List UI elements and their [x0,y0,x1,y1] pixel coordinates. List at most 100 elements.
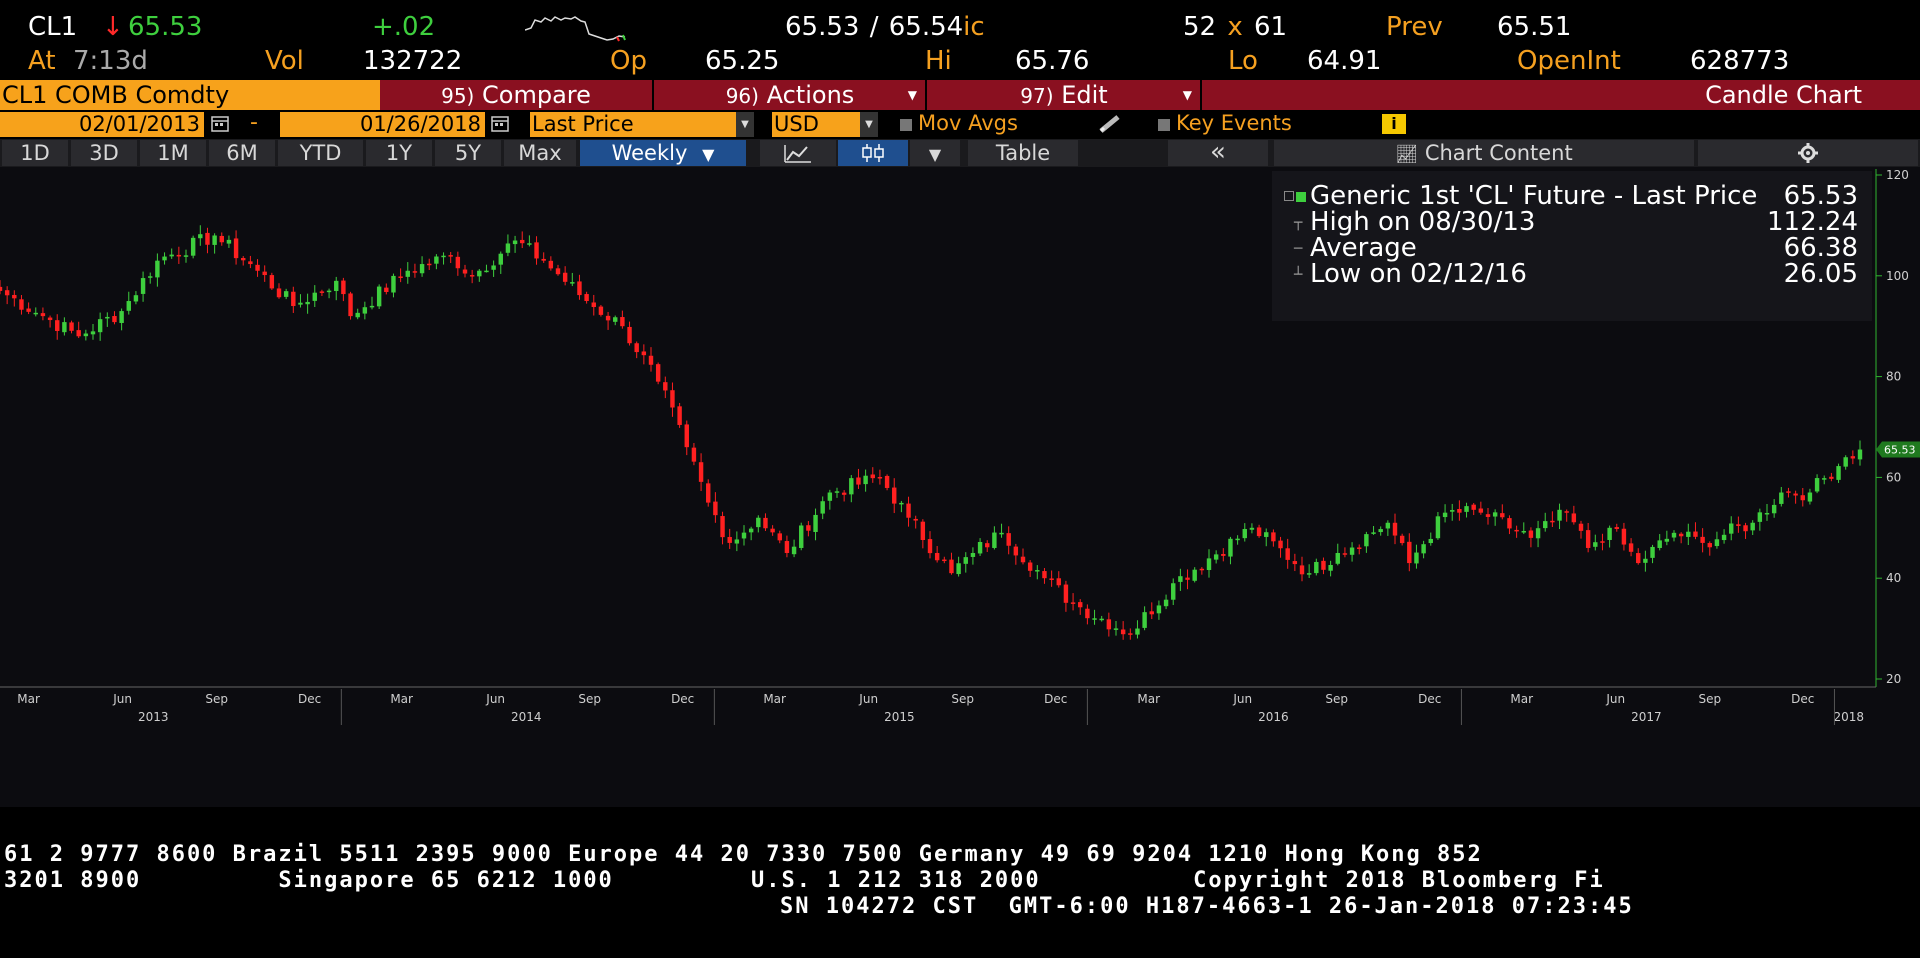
candle-body [1364,534,1369,547]
candle-body [226,239,232,244]
gear-icon[interactable] [1698,140,1918,166]
start-date-input[interactable]: 02/01/2013 [0,112,204,137]
bid-ask-separator: / [869,12,879,42]
candle-body [1721,534,1727,541]
sparkline-icon [525,16,626,42]
open-value: 65.25 [705,46,780,76]
table-button[interactable]: Table [968,140,1078,166]
period-max[interactable]: Max [504,140,576,166]
currency-select[interactable]: USD [772,112,860,137]
mov-avgs-checkbox[interactable] [900,119,912,131]
candle-body [1235,538,1240,541]
candle-body [877,477,883,479]
candle-body [1471,504,1476,510]
actions-button[interactable]: 96) Actions ▼ [655,80,925,110]
candle-body [477,270,482,277]
x-month-label: Jun [858,692,878,706]
pencil-icon[interactable] [1098,114,1122,138]
candle-body [283,291,289,297]
legend-average-label: Average [1310,233,1417,263]
candle-body [1149,611,1154,615]
candle-body [355,312,360,318]
y-tick-label: 40 [1886,571,1901,585]
footer-line-1: 61 2 9777 8600 Brazil 5511 2395 9000 Eur… [4,842,1483,867]
footer-line-2: 3201 8900 Singapore 65 6212 1000 U.S. 1 … [4,868,1605,893]
candle-body [441,255,446,258]
candle-chart-icon[interactable] [838,140,908,166]
x-year-label: 2017 [1631,710,1662,724]
price-field-select[interactable]: Last Price [530,112,738,137]
candle-body [469,275,475,277]
security-field[interactable]: CL1 COMB Comdty [0,80,380,110]
period-ytd[interactable]: YTD [278,140,363,166]
calendar-icon[interactable] [210,113,232,135]
x-month-label: Sep [205,692,228,706]
candle-body [655,364,661,382]
candle-body [1035,570,1040,572]
at-time: 7:13d [73,46,148,76]
period-1y[interactable]: 1Y [366,140,432,166]
chevron-down-icon[interactable]: ▼ [736,112,754,137]
candle-body [83,333,89,337]
candle-body [348,293,353,317]
candle-body [1743,525,1748,532]
size-separator: x [1227,12,1243,42]
down-arrow-icon: ↓ [102,12,124,42]
key-events-label: Key Events [1176,111,1292,135]
candle-body [1199,568,1205,571]
period-1d[interactable]: 1D [2,140,68,166]
candle-body [298,302,303,305]
candle-body [4,290,10,296]
candle-body [55,320,60,331]
candle-body [1857,449,1863,460]
chart-content-label: Chart Content [1424,141,1573,165]
candle-body [1492,512,1498,517]
legend-collapse-icon[interactable] [1284,191,1294,201]
candle-body [1078,602,1083,608]
info-icon[interactable]: i [1382,114,1406,134]
chevron-down-icon[interactable]: ▼ [860,112,878,137]
mov-avgs-label: Mov Avgs [918,111,1018,135]
period-5y[interactable]: 5Y [435,140,501,166]
candle-body [140,278,146,294]
y-tick-label: 120 [1886,168,1909,182]
chevron-down-icon[interactable]: ▼ [910,140,960,166]
key-events-checkbox[interactable] [1158,119,1170,131]
end-date-input[interactable]: 01/26/2018 [280,112,485,137]
candle-body [398,276,403,278]
candle-body [126,301,131,311]
candle-body [1092,618,1097,620]
chart-area[interactable]: 20 40 60 80 100 120 Mar Jun Sep Dec Mar Jun Sep Dec Ma… [0,167,1920,807]
candle-body [0,286,3,291]
calendar-icon[interactable] [490,113,512,135]
candle-body [1435,516,1441,539]
candle-body [1421,544,1426,554]
high-value: 65.76 [1015,46,1090,76]
period-6m[interactable]: 6M [209,140,275,166]
candle-body [527,243,532,245]
compare-button[interactable]: 95) Compare [380,80,652,110]
candle-body [1686,531,1691,537]
candle-body [1392,522,1398,536]
frequency-select[interactable]: Weekly ▼ [580,140,746,166]
x-year-label: 2013 [138,710,169,724]
chart-type-label[interactable]: Candle Chart [1705,81,1862,109]
edit-button[interactable]: 97) Edit ▼ [928,80,1200,110]
candle-body [684,424,689,448]
candle-body [1285,548,1290,560]
candle-body [1378,529,1383,533]
ticker: CL1 [28,12,78,42]
candle-body [899,502,904,505]
period-1m[interactable]: 1M [140,140,206,166]
candle-body [577,281,582,296]
line-chart-icon[interactable] [760,140,836,166]
collapse-icon[interactable]: « [1168,139,1268,166]
candle-chart[interactable]: 20 40 60 80 100 120 Mar Jun Sep Dec Mar Jun Sep Dec Ma… [0,167,1920,807]
candle-body [1264,532,1269,537]
candle-body [148,276,153,278]
chart-content-button[interactable]: 📈︎ Chart Content [1274,140,1694,166]
candle-body [1135,628,1140,635]
candle-body [720,516,725,538]
period-3d[interactable]: 3D [71,140,137,166]
candle-body [562,272,568,282]
